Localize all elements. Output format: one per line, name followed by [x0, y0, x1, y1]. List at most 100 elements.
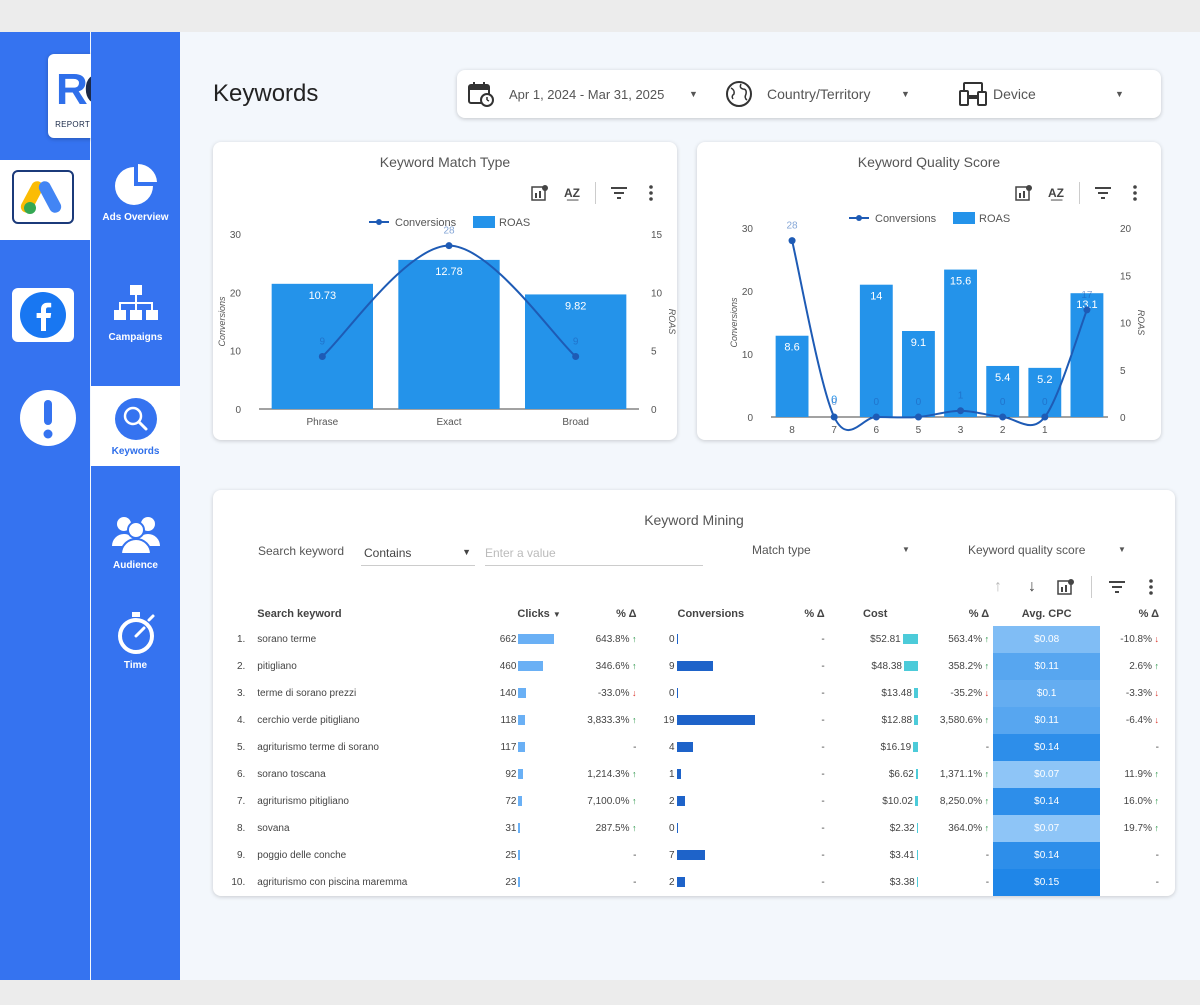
filter-icon[interactable] [1108, 578, 1126, 596]
delta-value: 364.0% [948, 823, 983, 834]
roas-bar [986, 365, 1020, 417]
delta-value: 1,214.3% [587, 769, 630, 780]
delta-value: - [821, 688, 825, 699]
column-header-keyword[interactable]: Search keyword [257, 608, 342, 620]
clicks-value: 72 [505, 796, 517, 807]
keyword-search-input[interactable] [485, 540, 703, 566]
keyword-mining-card: Keyword Mining Search keyword Contains ▼… [213, 490, 1175, 896]
nav-ads-overview[interactable]: Ads Overview [91, 162, 180, 242]
clicks-cell: 117 [480, 734, 564, 761]
cost-delta-cell: 8,250.0% ↑ [922, 788, 993, 815]
arrow-down-icon: ↓ [1151, 634, 1159, 644]
sort-az-icon[interactable]: A͟Z [564, 186, 580, 200]
column-header-cost-delta[interactable]: % Δ [968, 608, 990, 620]
more-options-icon[interactable] [642, 184, 660, 202]
conv-delta-cell: - [781, 734, 829, 761]
arrow-up-icon[interactable]: ↑ [994, 578, 1002, 595]
google-ads-button[interactable] [12, 170, 74, 224]
alerts-button[interactable] [20, 390, 76, 446]
column-header-clicks[interactable]: Clicks ▼ [517, 608, 561, 620]
cpc-delta-cell: 2.6% ↑ [1100, 653, 1163, 680]
arrow-up-icon: ↑ [629, 823, 637, 833]
device-filter[interactable]: Device ▼ [959, 70, 1151, 118]
arrow-down-icon[interactable]: ↓ [1028, 578, 1036, 595]
cost-bar [904, 661, 918, 672]
cost-delta-cell: -35.2% ↓ [922, 680, 993, 707]
table-row[interactable]: 7. agriturismo pitigliano 72 7,100.0% ↑ 2 - $1… [223, 788, 1163, 815]
y-tick-label: 10 [742, 350, 754, 361]
column-header-avg-cpc[interactable]: Avg. CPC [1021, 608, 1072, 620]
conversions-point [830, 413, 838, 421]
y-axis-label: Conversions [217, 296, 227, 347]
country-filter[interactable]: Country/Territory ▼ [725, 70, 925, 118]
more-options-icon[interactable] [1126, 184, 1144, 202]
column-header-conversions[interactable]: Conversions [677, 608, 745, 620]
nav-campaigns[interactable]: Campaigns [91, 282, 180, 362]
table-row[interactable]: 10. agriturismo con piscina maremma 23-2- $… [223, 869, 1163, 896]
cost-value: $48.38 [871, 661, 902, 672]
table-row[interactable]: 6. sorano toscana 92 1,214.3% ↑ 1 - $6.62 1,371… [223, 761, 1163, 788]
cpc-delta-cell: 11.9% ↑ [1100, 761, 1163, 788]
roas-data-label: 14 [870, 291, 882, 303]
search-keyword-label: Search keyword [258, 544, 345, 558]
conversions-point [572, 353, 580, 360]
chart-settings-icon[interactable] [531, 184, 549, 202]
cost-delta-cell: 364.0% ↑ [922, 815, 993, 842]
cost-value: $13.48 [881, 688, 912, 699]
more-options-icon[interactable] [1142, 578, 1160, 596]
clicks-bar [518, 823, 521, 834]
cost-bar [914, 796, 918, 807]
clicks-cell: 92 [480, 761, 564, 788]
x-tick-label: Broad [562, 417, 589, 428]
table-row[interactable]: 2. pitigliano 460 346.6% ↑ 9- $48.38 358.2% ↑ $… [223, 653, 1163, 680]
delta-value: 7,100.0% [587, 796, 630, 807]
delta-value: 16.0% [1123, 796, 1152, 807]
sort-az-icon[interactable]: A͟Z [1048, 186, 1064, 200]
table-row[interactable]: 5. agriturismo terme di sorano 117 - 4 - $16.1… [223, 734, 1163, 761]
avg-cpc-cell: $0.11 [993, 653, 1101, 680]
roas-data-label: 9.82 [565, 300, 586, 312]
table-row[interactable]: 1. sorano terme 662 643.8% ↑ 0 - $52.81 563.4% … [223, 626, 1163, 653]
table-row[interactable]: 8. sovana 31 287.5% ↑ 0- $2.32 364.0% ↑ $0.07 19… [223, 815, 1163, 842]
column-header-cpc-delta[interactable]: % Δ [1138, 608, 1159, 620]
roas-bar [775, 335, 809, 417]
nav-time[interactable]: Time [91, 610, 180, 690]
quality-score-dropdown[interactable]: Keyword quality score ▼ [968, 543, 1128, 557]
legend-entry: Conversions [395, 217, 457, 229]
table-row[interactable]: 4. cerchio verde pitigliano 118 3,833.3% ↑ 1… [223, 707, 1163, 734]
conversions-point [872, 413, 880, 421]
table-row[interactable]: 3. terme di sorano prezzi 140 -33.0% ↓ 0 - $13… [223, 680, 1163, 707]
clicks-cell: 25 [480, 842, 564, 869]
table-row[interactable]: 9. poggio delle conche 25-7- $3.41- $0.14- [223, 842, 1163, 869]
avg-cpc-cell: $0.08 [993, 626, 1101, 653]
nav-keywords[interactable]: Keywords [91, 386, 180, 466]
clicks-cell: 31 [480, 815, 564, 842]
chart-settings-icon[interactable] [1057, 578, 1075, 596]
facebook-button[interactable] [12, 288, 74, 342]
roas-bar [525, 294, 627, 409]
column-header-clicks-delta[interactable]: % Δ [616, 608, 637, 620]
sort-desc-icon: ▼ [552, 610, 561, 619]
column-header-cost[interactable]: Cost [863, 608, 888, 620]
x-tick-label: Exact [436, 417, 461, 428]
operator-select[interactable]: Contains ▼ [361, 540, 475, 566]
cost-cell: $13.48 [829, 680, 922, 707]
country-value: Country/Territory [767, 86, 871, 102]
cost-bar [913, 742, 918, 753]
clicks-value: 31 [505, 823, 517, 834]
filter-icon[interactable] [610, 184, 628, 202]
filter-icon[interactable] [1094, 184, 1112, 202]
arrow-down-icon: ↓ [1151, 688, 1159, 698]
date-range-filter[interactable]: Apr 1, 2024 - Mar 31, 2025 ▼ [467, 70, 707, 118]
people-icon [111, 517, 160, 555]
conversions-cell: 4 [641, 734, 782, 761]
conversions-point [914, 413, 922, 421]
logo-name: REPORT GENIUS [55, 120, 125, 129]
nav-audience[interactable]: Audience [91, 510, 180, 590]
y-tick-label: 30 [230, 230, 242, 241]
y2-tick-label: 15 [651, 230, 663, 241]
nav-label: Keywords [111, 446, 160, 457]
chart-settings-icon[interactable] [1015, 184, 1033, 202]
column-header-conv-delta[interactable]: % Δ [804, 608, 825, 620]
match-type-dropdown[interactable]: Match type ▼ [752, 543, 912, 557]
